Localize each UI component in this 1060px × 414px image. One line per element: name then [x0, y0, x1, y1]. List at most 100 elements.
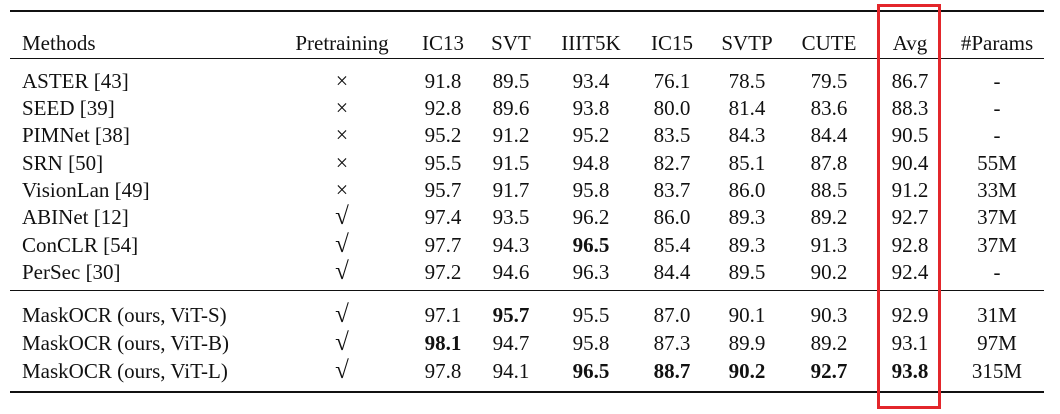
- table-cell: 89.9: [728, 331, 766, 355]
- table-cell: 89.3: [728, 205, 766, 229]
- table-cell: 90.2: [728, 359, 766, 383]
- table-cell: 33M: [977, 178, 1017, 202]
- table-cell: 97.2: [424, 260, 462, 284]
- table-cell: 91.5: [492, 151, 530, 175]
- table-cell: 85.4: [653, 233, 691, 257]
- method-name: SRN [50]: [22, 151, 104, 175]
- table-cell: 315M: [971, 359, 1023, 383]
- avg-column-highlight-box: [877, 4, 941, 409]
- table-cell: ×: [335, 95, 349, 120]
- table-cell: 90.1: [728, 303, 766, 327]
- table-cell: 88.7: [653, 359, 691, 383]
- table-cell: 96.3: [572, 260, 610, 284]
- table-cell: 87.8: [810, 151, 848, 175]
- table-cell: 91.3: [810, 233, 848, 257]
- table-cell: 76.1: [653, 69, 691, 93]
- table-cell: 94.1: [492, 359, 530, 383]
- table-cell: 92.7: [891, 205, 929, 229]
- table-cell: -: [993, 69, 1001, 93]
- table-rule: [10, 290, 1044, 291]
- table-cell: 86.0: [653, 205, 691, 229]
- method-name: PIMNet [38]: [22, 123, 130, 147]
- table-cell: 95.8: [572, 331, 610, 355]
- table-cell: 97.4: [424, 205, 462, 229]
- table-cell: 55M: [977, 151, 1017, 175]
- table-cell: 95.2: [424, 123, 462, 147]
- table-cell: 84.3: [728, 123, 766, 147]
- table-cell: 93.1: [891, 331, 929, 355]
- table-cell: 84.4: [653, 260, 691, 284]
- table-rule: [10, 58, 1044, 59]
- method-name: MaskOCR (ours, ViT-S): [22, 303, 227, 327]
- table-cell: 78.5: [728, 69, 766, 93]
- column-header: CUTE: [801, 31, 857, 55]
- table-cell: 93.8: [891, 359, 929, 383]
- table-cell: ×: [335, 177, 349, 202]
- table-cell: 37M: [977, 205, 1017, 229]
- table-cell: 95.7: [424, 178, 462, 202]
- table-cell: ×: [335, 150, 349, 175]
- table-cell: 85.1: [728, 151, 766, 175]
- column-header: Methods: [22, 31, 96, 55]
- table-cell: √: [335, 203, 349, 230]
- table-cell: √: [335, 329, 349, 356]
- table-cell: 92.7: [810, 359, 848, 383]
- table-cell: √: [335, 301, 349, 328]
- table-cell: 80.0: [653, 96, 691, 120]
- table-cell: 88.5: [810, 178, 848, 202]
- table-cell: 81.4: [728, 96, 766, 120]
- table-cell: 86.0: [728, 178, 766, 202]
- table-cell: 93.4: [572, 69, 610, 93]
- table-cell: 92.4: [891, 260, 929, 284]
- column-header: IC15: [651, 31, 693, 55]
- table-cell: 82.7: [653, 151, 691, 175]
- table-rule: [10, 10, 1044, 12]
- table-cell: 90.4: [891, 151, 929, 175]
- table-cell: 95.8: [572, 178, 610, 202]
- table-cell: 91.7: [492, 178, 530, 202]
- table-cell: 83.7: [653, 178, 691, 202]
- table-cell: 89.2: [810, 331, 848, 355]
- table-cell: 94.8: [572, 151, 610, 175]
- table-cell: 90.2: [810, 260, 848, 284]
- table-cell: 79.5: [810, 69, 848, 93]
- table-cell: √: [335, 258, 349, 285]
- table-cell: 95.2: [572, 123, 610, 147]
- table-cell: 93.8: [572, 96, 610, 120]
- table-cell: 90.5: [891, 123, 929, 147]
- column-header: IC13: [422, 31, 464, 55]
- table-cell: 94.7: [492, 331, 530, 355]
- column-header: #Params: [960, 31, 1034, 55]
- method-name: VisionLan [49]: [22, 178, 150, 202]
- table-cell: 87.3: [653, 331, 691, 355]
- method-name: ASTER [43]: [22, 69, 129, 93]
- table-cell: 91.2: [891, 178, 929, 202]
- table-cell: 89.5: [728, 260, 766, 284]
- table-cell: ×: [335, 68, 349, 93]
- table-cell: -: [993, 123, 1001, 147]
- table-cell: 89.6: [492, 96, 530, 120]
- table-cell: 83.6: [810, 96, 848, 120]
- table-cell: 92.9: [891, 303, 929, 327]
- table-cell: √: [335, 357, 349, 384]
- table-cell: -: [993, 96, 1001, 120]
- table-cell: 94.3: [492, 233, 530, 257]
- table-cell: 31M: [977, 303, 1017, 327]
- column-header: IIIT5K: [561, 31, 621, 55]
- method-name: SEED [39]: [22, 96, 115, 120]
- table-cell: 97.8: [424, 359, 462, 383]
- table-cell: 89.5: [492, 69, 530, 93]
- table-cell: 83.5: [653, 123, 691, 147]
- table-cell: 89.3: [728, 233, 766, 257]
- column-header: Avg: [892, 31, 928, 55]
- table-cell: 90.3: [810, 303, 848, 327]
- table-rule: [10, 391, 1044, 393]
- table-cell: 92.8: [424, 96, 462, 120]
- table-cell: 37M: [977, 233, 1017, 257]
- table-cell: 97.1: [424, 303, 462, 327]
- table-cell: 98.1: [424, 331, 462, 355]
- table-cell: 95.7: [492, 303, 530, 327]
- method-name: ABINet [12]: [22, 205, 129, 229]
- table-cell: ×: [335, 122, 349, 147]
- table-cell: 95.5: [572, 303, 610, 327]
